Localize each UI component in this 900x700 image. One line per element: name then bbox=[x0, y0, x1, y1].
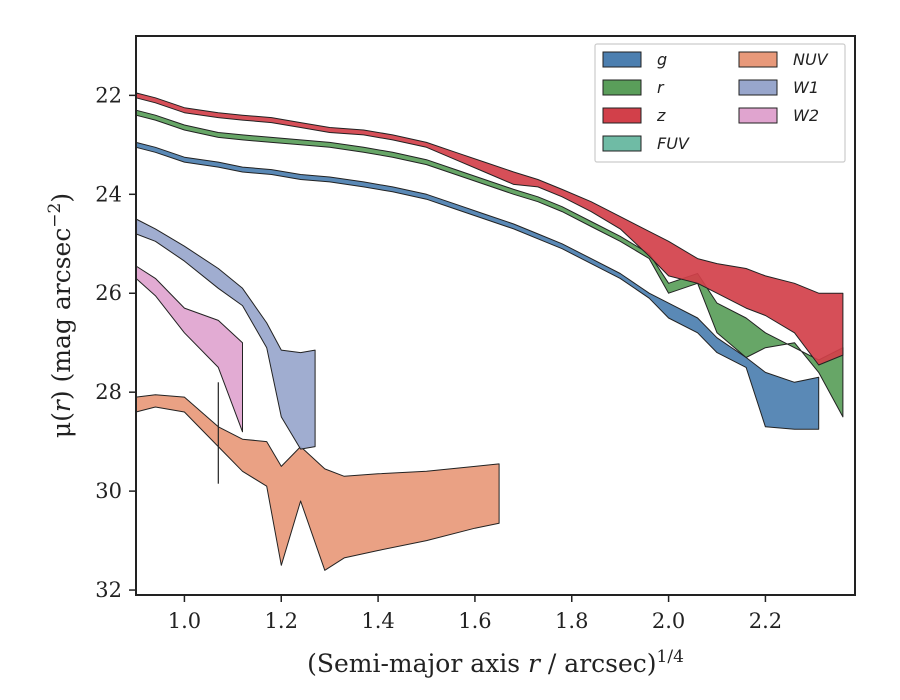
y-axis-title-var: r bbox=[47, 398, 76, 412]
x-axis-title-suffix: / arcsec) bbox=[540, 649, 657, 678]
x-tick-label: 2.0 bbox=[652, 609, 685, 633]
legend: grz FUV NUV W1 W2 bbox=[594, 43, 846, 163]
x-tick-label: 2.2 bbox=[749, 609, 782, 633]
legend-label-z: z bbox=[656, 106, 666, 125]
y-axis: 22 24 26 28 30 32 bbox=[95, 83, 136, 602]
y-tick-label: 32 bbox=[95, 578, 122, 602]
legend-label-nuv: NUV bbox=[793, 50, 829, 69]
legend-swatch-z bbox=[602, 107, 642, 124]
x-axis-title-prefix: (Semi-major axis bbox=[307, 649, 528, 678]
y-axis-title-suffix: ) (mag arcsec bbox=[47, 228, 76, 401]
legend-label-r: r bbox=[657, 78, 665, 97]
y-axis-title-close: ) bbox=[47, 193, 76, 203]
band-g bbox=[135, 141, 820, 430]
y-tick-label: 22 bbox=[95, 83, 122, 107]
legend-label-fuv: FUV bbox=[657, 134, 690, 153]
x-axis-title-sup: 1/4 bbox=[657, 647, 684, 667]
band-w1 bbox=[135, 218, 316, 450]
band-z bbox=[135, 92, 844, 366]
y-axis-title: μ(r) (mag arcsec−2) bbox=[45, 193, 76, 438]
x-axis-title-var: r bbox=[528, 649, 542, 678]
x-tick-label: 1.8 bbox=[555, 609, 588, 633]
legend-swatch-w2 bbox=[738, 107, 778, 124]
y-axis-title-prefix: μ( bbox=[47, 412, 76, 438]
x-tick-label: 1.0 bbox=[168, 609, 201, 633]
legend-swatch-g bbox=[602, 51, 642, 68]
band-w2 bbox=[135, 265, 243, 433]
x-axis: 1.0 1.2 1.4 1.6 1.8 2.0 2.2 bbox=[168, 595, 782, 633]
y-tick-label: 30 bbox=[95, 479, 122, 503]
legend-label-w1: W1 bbox=[793, 78, 819, 97]
series-bands bbox=[135, 92, 844, 571]
x-tick-label: 1.2 bbox=[265, 609, 298, 633]
x-axis-title: (Semi-major axis r / arcsec)1/4 bbox=[307, 647, 684, 678]
legend-label-g: g bbox=[657, 50, 667, 69]
band-r bbox=[135, 109, 844, 418]
y-tick-label: 28 bbox=[95, 380, 122, 404]
legend-swatch-fuv bbox=[602, 135, 642, 152]
legend-swatch-r bbox=[602, 79, 642, 96]
y-tick-label: 26 bbox=[95, 281, 122, 305]
y-axis-title-sup: −2 bbox=[45, 203, 65, 228]
x-tick-label: 1.6 bbox=[458, 609, 491, 633]
legend-swatch-nuv bbox=[738, 51, 778, 68]
x-tick-label: 1.4 bbox=[361, 609, 394, 633]
band-nuv bbox=[135, 394, 500, 571]
legend-swatch-w1 bbox=[738, 79, 778, 96]
plot-frame bbox=[135, 35, 856, 596]
y-tick-label: 24 bbox=[95, 182, 122, 206]
legend-frame bbox=[594, 43, 846, 163]
legend-label-w2: W2 bbox=[793, 106, 819, 125]
